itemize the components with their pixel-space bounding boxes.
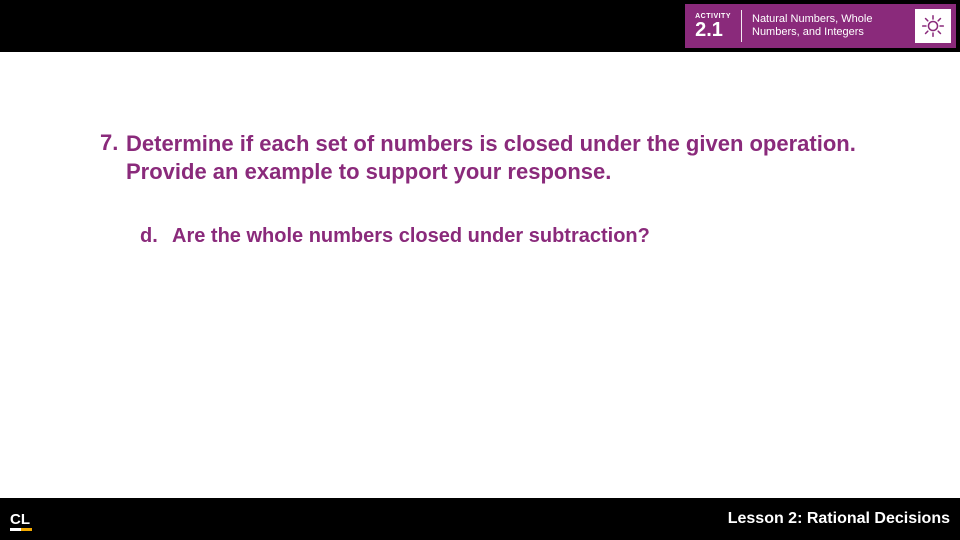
lesson-label: Lesson 2: Rational Decisions (728, 510, 950, 528)
subquestion-text: Are the whole numbers closed under subtr… (172, 225, 650, 248)
header-bar: ACTIVITY 2.1 Natural Numbers, Whole Numb… (0, 0, 960, 52)
activity-badge: ACTIVITY 2.1 Natural Numbers, Whole Numb… (685, 4, 956, 48)
activity-number: 2.1 (695, 20, 723, 40)
activity-divider (741, 10, 742, 42)
brand-logo: CL (10, 511, 30, 528)
brand-logo-underline (10, 528, 32, 531)
gear-icon-wrap (912, 4, 956, 48)
question-number: 7. (100, 130, 126, 185)
brand-logo-text: CL (10, 511, 30, 528)
question-row: 7. Determine if each set of numbers is c… (100, 130, 920, 185)
question-content: 7. Determine if each set of numbers is c… (100, 130, 920, 248)
gear-icon (920, 13, 946, 39)
subquestion-row: d. Are the whole numbers closed under su… (140, 225, 920, 248)
question-text: Determine if each set of numbers is clos… (126, 130, 920, 185)
subquestion-letter: d. (140, 225, 172, 248)
footer-bar: CL Lesson 2: Rational Decisions (0, 498, 960, 540)
activity-title: Natural Numbers, Whole Numbers, and Inte… (742, 4, 912, 48)
activity-number-block: ACTIVITY 2.1 (685, 4, 741, 48)
